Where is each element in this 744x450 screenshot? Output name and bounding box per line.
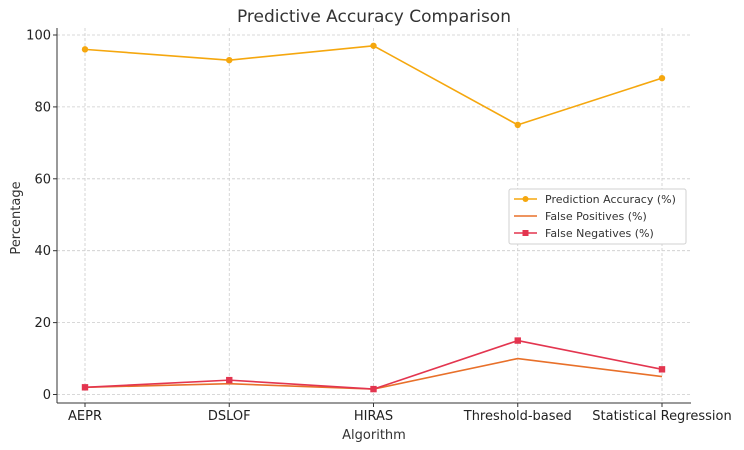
legend: Prediction Accuracy (%) False Positives (… (508, 188, 687, 245)
y-tick-label: 60 (34, 172, 51, 187)
axes: 0 20 40 60 80 100 AEPR DSLOF HIRAS Threshold-base… (26, 28, 732, 424)
legend-marker (522, 230, 529, 236)
legend-label: False Negatives (%) (545, 227, 654, 240)
x-tick-label: AEPR (68, 409, 102, 424)
series-layer (81, 42, 666, 393)
x-tick-label: Statistical Regression (592, 409, 731, 424)
x-tick-label: DSLOF (208, 409, 251, 424)
series-0 (81, 42, 666, 129)
x-tick-label: HIRAS (354, 409, 393, 424)
data-point (514, 121, 521, 129)
y-tick-label: 0 (43, 388, 51, 403)
grid (57, 28, 691, 403)
y-tick-label: 80 (34, 100, 51, 115)
data-point (81, 46, 89, 53)
legend-item: False Positives (%) (514, 210, 647, 223)
data-point (226, 56, 233, 64)
y-axis-label: Percentage (9, 181, 24, 254)
y-tick-label: 20 (34, 316, 51, 331)
y-tick-label: 40 (34, 244, 51, 259)
data-point (226, 376, 233, 384)
data-point (658, 366, 666, 373)
legend-box (508, 188, 687, 245)
data-point (658, 74, 666, 82)
x-tick-label: Threshold-based (463, 409, 572, 424)
x-axis-label: Algorithm (342, 428, 406, 443)
chart-title: Predictive Accuracy Comparison (237, 7, 511, 27)
legend-label: Prediction Accuracy (%) (545, 193, 676, 206)
y-tick-label: 100 (26, 29, 51, 44)
series-2 (81, 337, 666, 393)
data-point (370, 385, 377, 393)
data-point (514, 337, 521, 344)
legend-item: False Negatives (%) (514, 227, 654, 240)
legend-marker (522, 196, 529, 202)
data-point (81, 384, 89, 391)
legend-label: False Positives (%) (545, 210, 647, 223)
legend-item: Prediction Accuracy (%) (514, 193, 676, 206)
data-point (370, 42, 377, 49)
